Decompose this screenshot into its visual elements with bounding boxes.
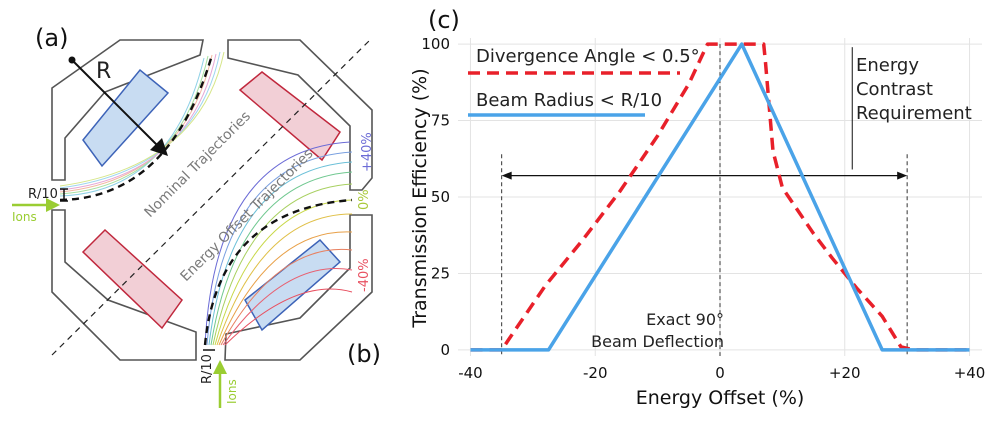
- radius-label: R: [96, 59, 111, 84]
- panel-label-c: (c): [428, 6, 460, 34]
- transmission-chart: (c) -40 -20 0 +20 +40 0 25 50 75 100 Divergence A…: [409, 6, 985, 409]
- energy-contrast-note-line: Contrast: [856, 79, 933, 100]
- exact-90-note-line: Exact 90°: [646, 310, 724, 329]
- exact-90-note-line: Beam Deflection: [591, 332, 724, 351]
- beam-gap-label-top: R/10: [28, 187, 58, 202]
- radius-arrow-line: [71, 59, 161, 149]
- energy-contrast-note-line: Requirement: [856, 103, 972, 124]
- x-tick-label: +20: [829, 364, 861, 382]
- beam-gap-label-bottom: R/10: [200, 354, 215, 384]
- offset-plus-label: +40%: [360, 132, 375, 172]
- offset-trajectory: [218, 231, 353, 346]
- y-tick-label: 100: [421, 35, 450, 53]
- offset-trajectory: [206, 151, 353, 346]
- legend-divergence-angle-label: Divergence Angle < 0.5°: [476, 46, 700, 67]
- series-divergence-angle: [470, 42, 970, 352]
- ions-label-left: Ions: [12, 210, 37, 224]
- frame-bottom-left: [51, 209, 197, 361]
- offset-trajectory: [208, 161, 353, 346]
- offset-trajectory: [210, 171, 353, 346]
- legend-beam-radius-label: Beam Radius < R/10: [476, 90, 662, 111]
- x-tick-label: 0: [715, 364, 725, 382]
- frame-bottom-right: [224, 214, 373, 361]
- red-pole-top: [238, 71, 342, 162]
- x-tick-label: +40: [954, 364, 986, 382]
- panel-label-a: (a): [35, 24, 68, 52]
- offset-trajectory: [220, 248, 353, 346]
- spectrometer-diagram: R (a) (b) R/10 Ions R/10 Ions Nominal Tr…: [12, 24, 381, 408]
- panel-label-b: (b): [347, 340, 381, 368]
- offset-trajectory: [222, 268, 353, 346]
- nominal-trajectories-label: Nominal Trajectories: [142, 108, 254, 220]
- contrast-range-arrowhead-right: [897, 171, 908, 180]
- nominal-trajectory-central: [59, 54, 214, 202]
- frame-top-right: [227, 39, 373, 191]
- offset-zero-label: 0%: [357, 189, 372, 210]
- blue-pole-bottom: [244, 238, 342, 332]
- offset-trajectory-central: [203, 198, 353, 346]
- series-beam-radius: [470, 42, 970, 352]
- chart-series: [470, 42, 970, 352]
- contrast-range-arrowhead-left: [501, 171, 512, 180]
- chart-legend: Divergence Angle < 0.5° Beam Radius < R/1…: [468, 46, 700, 117]
- x-axis-label: Energy Offset (%): [636, 387, 805, 409]
- offset-trajectory: [216, 213, 353, 346]
- nominal-trajectory: [59, 51, 225, 187]
- energy-contrast-note-line: Energy: [856, 55, 919, 76]
- offset-minus-label: -40%: [357, 258, 372, 292]
- offset-trajectory: [224, 288, 353, 346]
- y-tick-label: 0: [440, 341, 450, 359]
- radius-arrow-head: [150, 138, 168, 156]
- y-tick-label: 50: [431, 188, 450, 206]
- chart-annotations: Energy Contrast Requirement Exact 90° Beam D…: [591, 55, 972, 351]
- offset-trajectory: [204, 141, 351, 346]
- red-pole-bottom: [81, 228, 183, 330]
- y-axis-label: Transmission Efficiency (%): [409, 68, 431, 328]
- ions-arrow-left-head: [46, 198, 60, 212]
- y-tick-label: 25: [431, 264, 450, 282]
- annotation-lines: [501, 44, 908, 356]
- blue-pole-top: [82, 68, 170, 168]
- ions-label-bottom: Ions: [225, 379, 239, 404]
- chart-ticks: -40 -20 0 +20 +40 0 25 50 75 100: [421, 35, 985, 382]
- x-tick-label: -40: [458, 364, 483, 382]
- ions-arrow-bottom-head: [213, 360, 227, 374]
- x-tick-label: -20: [583, 364, 608, 382]
- y-tick-label: 75: [431, 112, 450, 130]
- symmetry-axis: [51, 37, 373, 356]
